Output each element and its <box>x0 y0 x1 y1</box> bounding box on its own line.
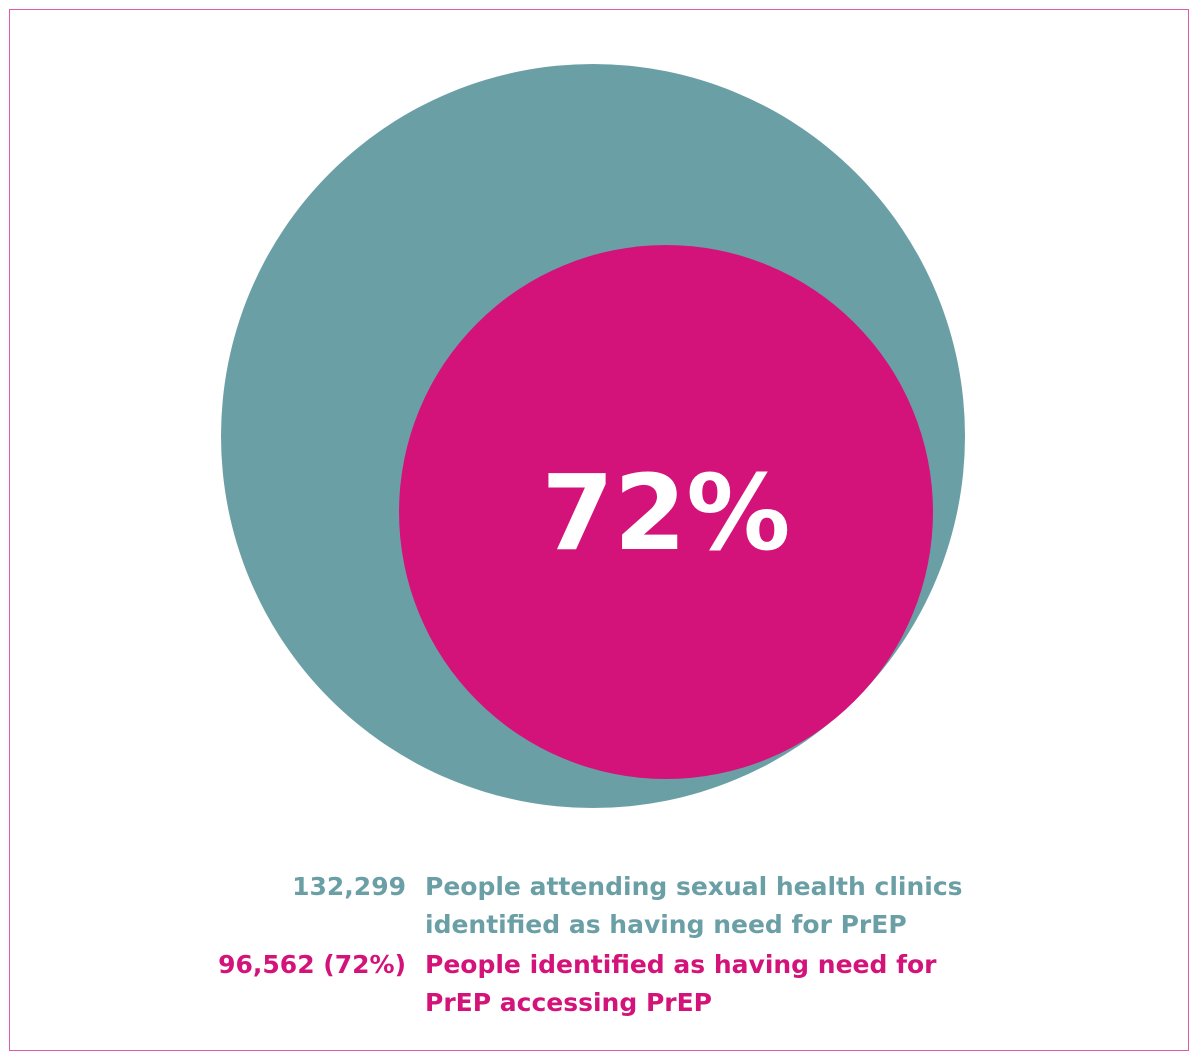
total-value: 132,299 <box>292 872 406 901</box>
legend-row-total: 132,299 People attending sexual health c… <box>0 868 1200 946</box>
nested-circle-chart: 72% <box>221 64 965 808</box>
legend-row-subset: 96,562 (72%) People identified as having… <box>0 946 1200 1024</box>
chart-frame <box>9 9 1189 1051</box>
total-label: People attending sexual health clinics i… <box>425 872 963 939</box>
subset-value: 96,562 (72%) <box>218 950 406 979</box>
legend: 132,299 People attending sexual health c… <box>0 868 1200 1024</box>
subset-label: People identified as having need for PrE… <box>425 950 937 1017</box>
subset-circle <box>399 245 933 779</box>
center-percentage-label: 72% <box>542 452 791 574</box>
